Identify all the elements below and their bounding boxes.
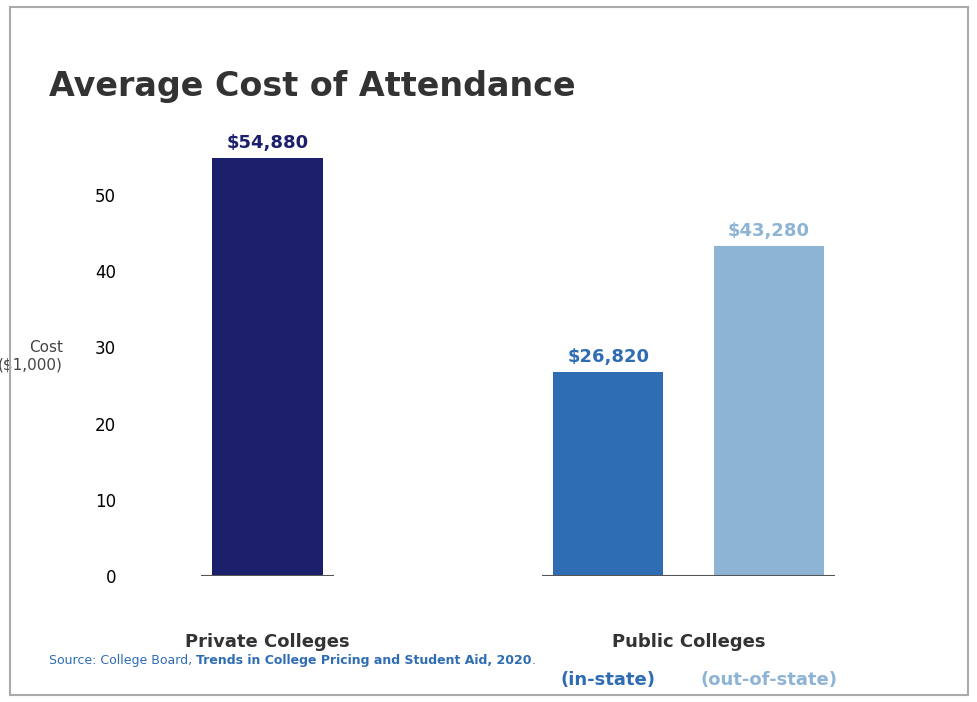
Text: $54,880: $54,880 bbox=[227, 134, 308, 152]
Text: Average Cost of Attendance: Average Cost of Attendance bbox=[49, 70, 574, 103]
Text: Trends in College Pricing and Student Aid, 2020: Trends in College Pricing and Student Ai… bbox=[195, 654, 531, 667]
Text: Source: College Board,: Source: College Board, bbox=[49, 654, 195, 667]
Y-axis label: Cost
($1,000): Cost ($1,000) bbox=[0, 340, 63, 373]
Text: .: . bbox=[531, 654, 535, 667]
Text: (in-state): (in-state) bbox=[560, 670, 656, 689]
Text: (out-of-state): (out-of-state) bbox=[700, 670, 836, 689]
Bar bbox=[553, 371, 662, 576]
Text: Public Colleges: Public Colleges bbox=[612, 633, 764, 651]
Text: $43,280: $43,280 bbox=[727, 223, 809, 240]
Text: $26,820: $26,820 bbox=[567, 347, 649, 366]
Bar bbox=[212, 158, 322, 576]
Bar bbox=[713, 246, 823, 576]
Text: Private Colleges: Private Colleges bbox=[185, 633, 350, 651]
